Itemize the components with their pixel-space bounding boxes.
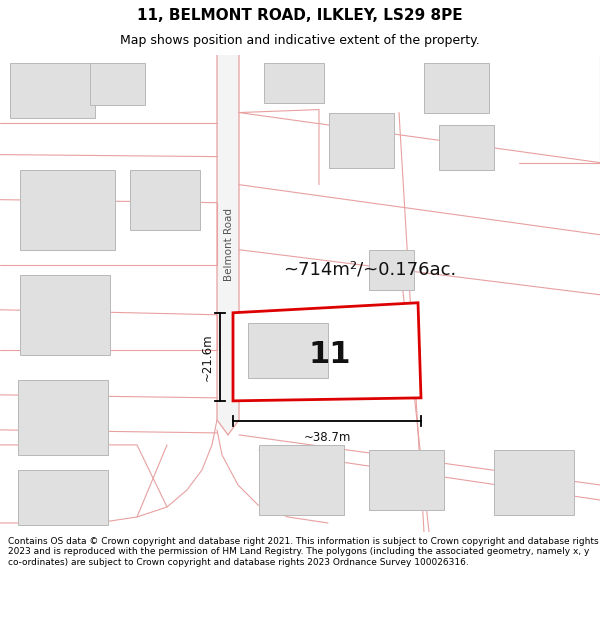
Bar: [130, 169, 200, 229]
Bar: [18, 380, 108, 455]
Text: 11, BELMONT ROAD, ILKLEY, LS29 8PE: 11, BELMONT ROAD, ILKLEY, LS29 8PE: [137, 8, 463, 22]
Polygon shape: [217, 54, 239, 435]
Bar: [494, 450, 574, 515]
Bar: [259, 445, 344, 515]
Bar: [248, 322, 328, 378]
Bar: [10, 62, 95, 118]
Bar: [369, 250, 414, 290]
Bar: [20, 275, 110, 355]
Text: Contains OS data © Crown copyright and database right 2021. This information is : Contains OS data © Crown copyright and d…: [8, 537, 599, 567]
Bar: [20, 169, 115, 250]
Bar: [18, 470, 108, 525]
Bar: [329, 112, 394, 168]
Bar: [369, 450, 444, 510]
Text: ~21.6m: ~21.6m: [201, 333, 214, 381]
Polygon shape: [233, 302, 421, 401]
Text: 11: 11: [309, 341, 351, 369]
Text: ~38.7m: ~38.7m: [304, 431, 350, 444]
Bar: [424, 62, 489, 112]
Bar: [264, 62, 324, 102]
Bar: [90, 62, 145, 104]
Text: Belmont Road: Belmont Road: [224, 208, 234, 281]
Text: ~714m²/~0.176ac.: ~714m²/~0.176ac.: [283, 261, 457, 279]
Bar: [439, 124, 494, 169]
Text: Map shows position and indicative extent of the property.: Map shows position and indicative extent…: [120, 34, 480, 48]
